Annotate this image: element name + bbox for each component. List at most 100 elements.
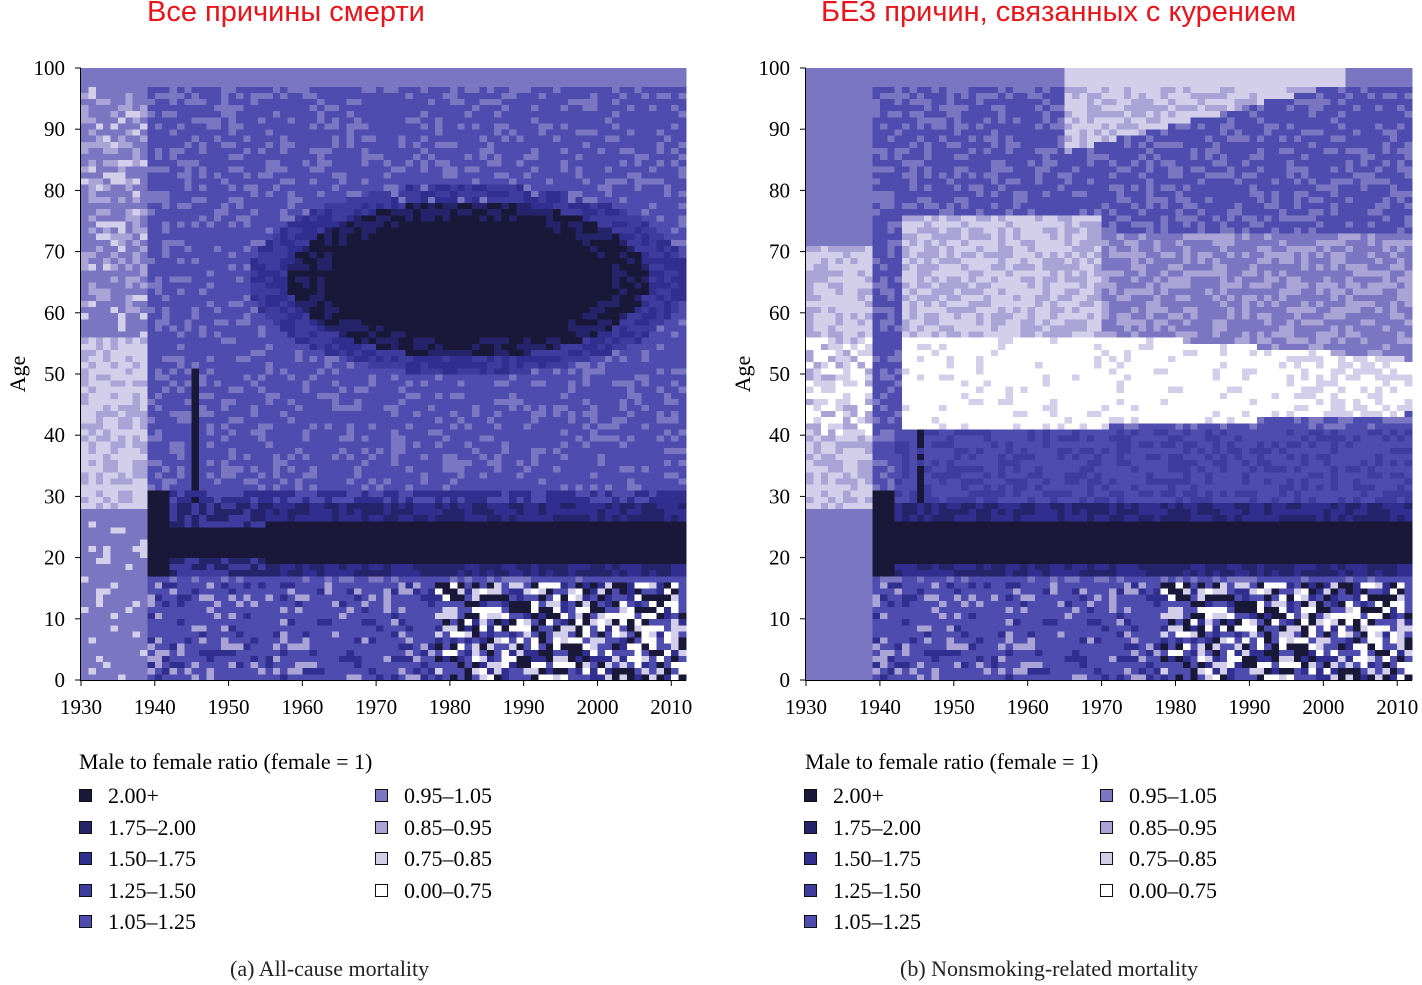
heatmap-cell [162, 123, 170, 130]
heatmap-cell [243, 416, 252, 424]
heatmap-cell [405, 221, 414, 228]
heatmap-cell [250, 269, 259, 277]
heatmap-cell [294, 123, 303, 130]
heatmap-cell [272, 300, 281, 308]
heatmap-cell [376, 318, 384, 326]
heatmap-cell [184, 269, 193, 277]
heatmap-cell [243, 422, 252, 430]
heatmap-cell [243, 520, 252, 528]
heatmap-cell [427, 478, 436, 485]
heatmap-cell [405, 239, 414, 246]
heatmap-cell [162, 667, 170, 675]
heatmap-cell [368, 147, 377, 155]
heatmap-cell [117, 441, 126, 448]
heatmap-cell [176, 386, 185, 393]
heatmap-cell [140, 422, 148, 430]
heatmap-cell [442, 649, 451, 656]
heatmap-cell [88, 606, 97, 614]
heatmap-cell [206, 606, 215, 614]
heatmap-cell [184, 221, 193, 228]
heatmap-cell [176, 92, 185, 99]
heatmap-cell [294, 349, 303, 357]
heatmap-cell [294, 453, 303, 461]
heatmap-cell [420, 92, 429, 99]
heatmap-cell [420, 429, 429, 436]
heatmap-cell [361, 80, 370, 87]
heatmap-cell [317, 441, 325, 448]
heatmap-cell [221, 398, 229, 405]
heatmap-cell [88, 661, 97, 669]
heatmap-cell [125, 178, 134, 185]
heatmap-cell [206, 208, 215, 216]
heatmap-cell [339, 269, 348, 277]
heatmap-cell [294, 539, 303, 546]
heatmap-cell [309, 520, 318, 528]
heatmap-cell [353, 159, 362, 167]
heatmap-cell [199, 98, 207, 106]
heatmap-cell [199, 404, 207, 412]
heatmap-cell [88, 539, 97, 546]
heatmap-cell [243, 208, 252, 216]
heatmap-cell [213, 533, 222, 540]
heatmap-cell [265, 527, 274, 534]
heatmap-cell [413, 74, 421, 81]
heatmap-cell [302, 447, 311, 454]
heatmap-cell [213, 178, 222, 185]
heatmap-cell [125, 80, 134, 87]
heatmap-cell [132, 490, 141, 497]
heatmap-cell [317, 367, 325, 375]
heatmap-cell [413, 98, 421, 106]
heatmap-cell [376, 502, 384, 510]
heatmap-cell [132, 190, 141, 197]
heatmap-cell [353, 422, 362, 430]
heatmap-cell [243, 643, 252, 650]
heatmap-cell [302, 129, 311, 136]
heatmap-cell [206, 435, 215, 442]
heatmap-cell [221, 404, 229, 412]
heatmap-cell [235, 484, 244, 491]
heatmap-cell [88, 655, 97, 663]
heatmap-cell [221, 514, 229, 522]
heatmap-cell [140, 374, 148, 381]
heatmap-cell [117, 398, 126, 405]
heatmap-cell [405, 80, 414, 87]
heatmap-cell [317, 600, 325, 607]
heatmap-cell [376, 325, 384, 332]
heatmap-cell [103, 269, 111, 277]
heatmap-cell [390, 208, 399, 216]
heatmap-cell [250, 643, 259, 650]
heatmap-cell [420, 478, 429, 485]
heatmap-cell [398, 367, 407, 375]
heatmap-cell [184, 110, 193, 118]
heatmap-cell [154, 667, 163, 675]
heatmap-cell [147, 490, 156, 497]
heatmap-cell [125, 276, 134, 283]
heatmap-cell [383, 514, 392, 522]
heatmap-cell [405, 202, 414, 210]
heatmap-cell [147, 239, 156, 246]
heatmap-cell [265, 74, 274, 81]
heatmap-cell [213, 582, 222, 589]
heatmap-cell [169, 153, 178, 161]
heatmap-cell [398, 459, 407, 467]
heatmap-cell [140, 92, 148, 99]
heatmap-cell [398, 282, 407, 289]
heatmap-cell [95, 416, 104, 424]
heatmap-cell [420, 141, 429, 148]
heatmap-cell [405, 594, 414, 601]
heatmap-cell [272, 190, 281, 197]
heatmap-cell [331, 276, 340, 283]
heatmap-cell [125, 478, 134, 485]
heatmap-cell [331, 447, 340, 454]
heatmap-cell [250, 508, 259, 516]
heatmap-cell [235, 563, 244, 571]
heatmap-cell [258, 92, 266, 99]
heatmap-cell [206, 104, 215, 112]
heatmap-cell [176, 288, 185, 295]
heatmap-cell [435, 196, 443, 204]
heatmap-cell [243, 612, 252, 620]
heatmap-cell [88, 80, 97, 87]
heatmap-cell [132, 269, 141, 277]
heatmap-cell [176, 104, 185, 112]
heatmap-cell [435, 637, 443, 644]
